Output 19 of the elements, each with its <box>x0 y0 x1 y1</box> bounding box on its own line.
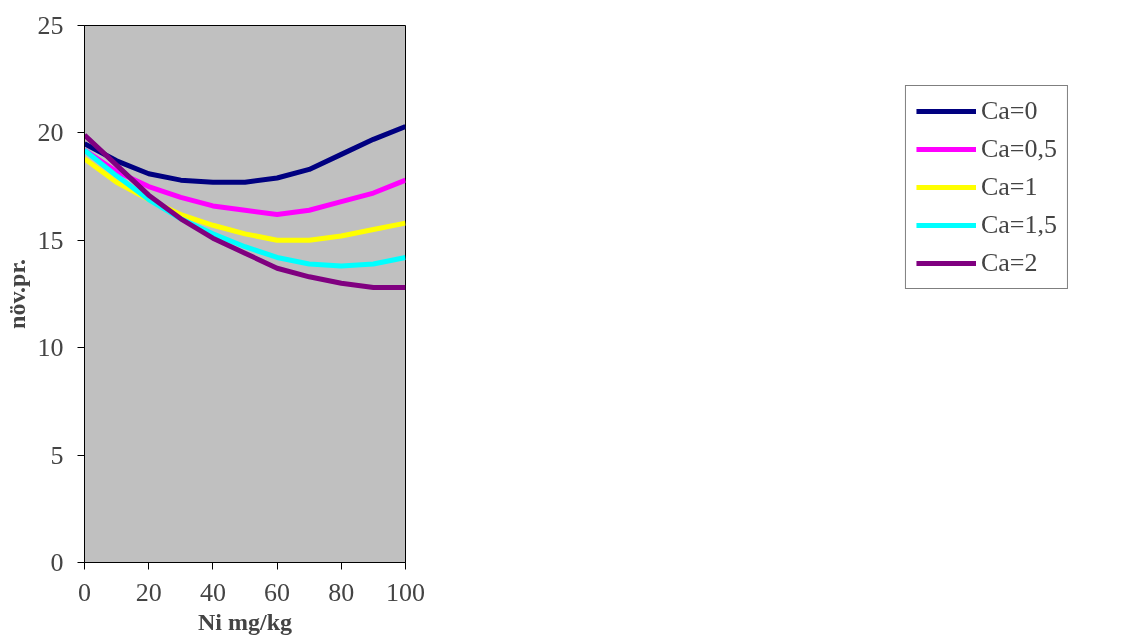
legend-label: Ca=1,5 <box>980 210 1057 240</box>
y-tick-label: 20 <box>37 118 64 148</box>
y-tick-label: 5 <box>50 440 64 470</box>
y-tick-label: 0 <box>50 548 64 577</box>
y-tick-label: 25 <box>37 11 64 40</box>
legend-label: Ca=2 <box>980 248 1038 278</box>
legend-label: Ca=1 <box>980 172 1038 202</box>
legend-label: Ca=0 <box>980 96 1038 126</box>
x-tick-label: 0 <box>78 577 91 607</box>
x-tick-label: 80 <box>328 577 355 607</box>
y-axis-title: növ.pr. <box>3 259 30 329</box>
x-tick-label: 40 <box>199 577 226 607</box>
y-tick-label: 15 <box>37 225 64 255</box>
legend-label: Ca=0,5 <box>980 134 1057 164</box>
x-tick-label: 100 <box>386 577 425 607</box>
x-tick-label: 20 <box>135 577 162 607</box>
y-tick-label: 10 <box>37 333 64 363</box>
x-axis-title: Ni mg/kg <box>198 608 293 635</box>
x-tick-label: 60 <box>264 577 291 607</box>
